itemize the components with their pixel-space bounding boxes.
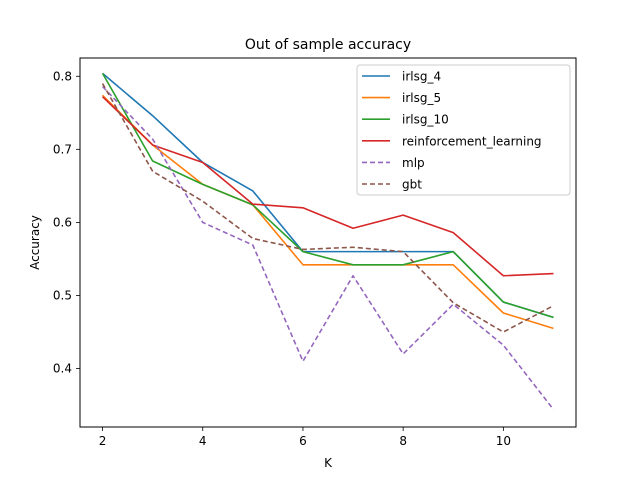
x-axis-label: K <box>324 456 333 470</box>
y-tick-label: 0.8 <box>53 69 72 83</box>
series-line-irlsg-10 <box>101 72 554 319</box>
y-tick-label: 0.5 <box>53 288 72 302</box>
series-line-gbt <box>101 83 554 333</box>
y-tick-label: 0.4 <box>53 362 72 376</box>
legend-frame <box>356 64 571 196</box>
series-line-reinforcement-learning <box>101 96 554 277</box>
series-line-mlp <box>101 85 555 410</box>
legend-label: irlsg_4 <box>402 70 441 84</box>
plot-area <box>79 57 577 428</box>
y-tick-label: 0.7 <box>53 142 72 156</box>
y-axis: 0.4 0.5 0.6 0.7 0.8 <box>53 69 80 376</box>
x-tick-label: 6 <box>299 434 307 448</box>
legend-label: mlp <box>402 156 425 170</box>
legend-label: reinforcement_learning <box>402 134 542 148</box>
y-axis-label: Accuracy <box>28 215 42 270</box>
x-tick-label: 8 <box>399 434 407 448</box>
legend-label: irlsg_5 <box>402 91 441 105</box>
x-tick-label: 2 <box>99 434 107 448</box>
legend-label: irlsg_10 <box>402 113 449 127</box>
legend-label: gbt <box>402 178 422 192</box>
y-tick-label: 0.6 <box>53 215 72 229</box>
x-axis: 2 4 6 8 10 <box>99 427 511 448</box>
x-tick-label: 4 <box>199 434 207 448</box>
series-line-irlsg-5 <box>101 94 554 330</box>
plot-frame <box>79 57 577 428</box>
chart-title: Out of sample accuracy <box>245 37 411 53</box>
legend: irlsg_4 irlsg_5 irlsg_10 reinforcement_lear… <box>356 64 571 196</box>
series-layer <box>101 72 555 410</box>
x-tick-label: 10 <box>496 434 511 448</box>
